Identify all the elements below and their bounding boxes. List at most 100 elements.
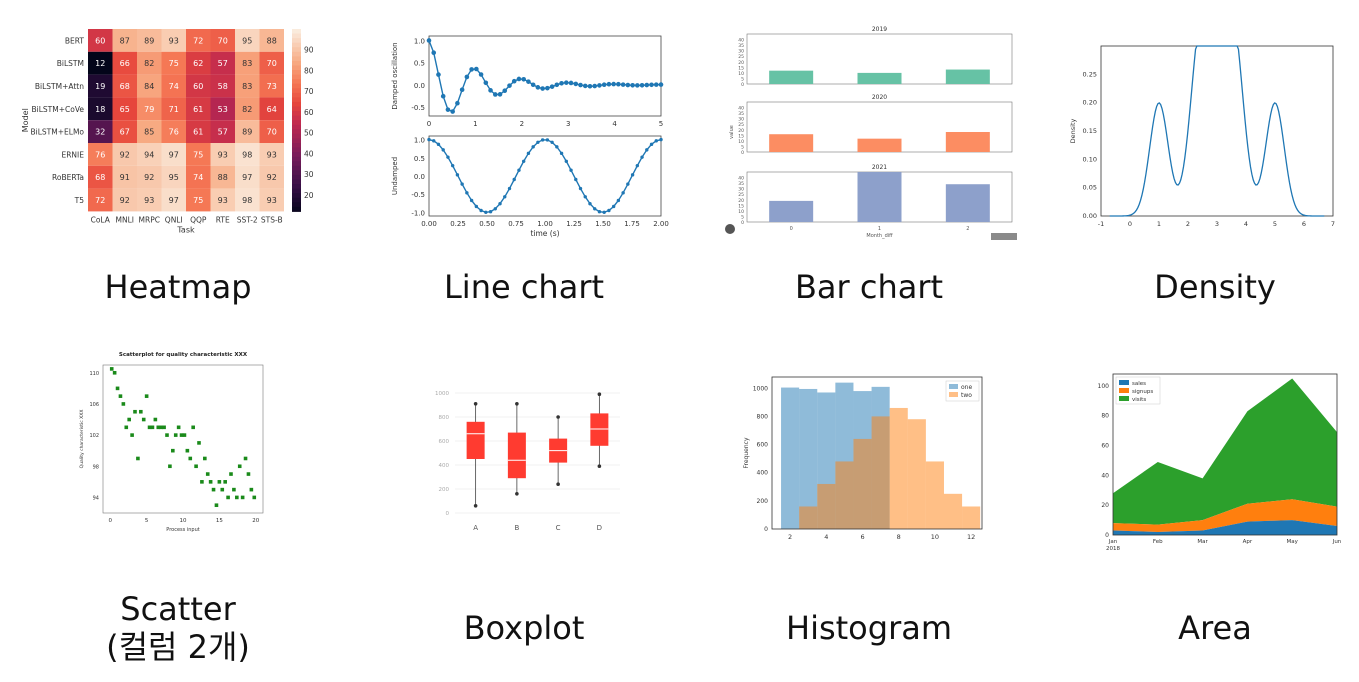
histogram-ytick: 800: [757, 413, 769, 420]
scatter-point: [127, 417, 131, 422]
heatmap-cell: [112, 143, 137, 166]
colorbar-segment: [292, 56, 301, 62]
damped-point: [488, 88, 493, 93]
scatter-point: [229, 472, 233, 476]
colorbar-segment: [292, 111, 301, 117]
undamped-point: [450, 163, 455, 168]
boxplot-min-dot: [515, 492, 519, 496]
heatmap-cell: [235, 29, 260, 52]
bar-ytick: 15: [738, 65, 744, 71]
bar-ytick: 20: [738, 60, 744, 66]
histogram-ytick: 200: [757, 498, 769, 505]
boxplot-min-dot: [597, 464, 602, 468]
undamped-point: [455, 173, 460, 177]
damped-point: [450, 109, 455, 114]
density-ytick: 0.15: [1083, 127, 1097, 135]
heatmap-cell: [210, 120, 235, 143]
area-visits: [1113, 378, 1337, 525]
scatter-point: [133, 409, 137, 414]
heatmap-col-label: MNLI: [116, 215, 134, 224]
heatmap-cell: [112, 29, 137, 52]
heatmap-cell-label: 97: [169, 150, 179, 159]
density-xtick: 1: [1157, 220, 1161, 228]
heatmap-cell-label: 75: [169, 59, 179, 68]
undamped-xtick: 0.25: [450, 220, 466, 228]
colorbar-segment: [292, 51, 301, 57]
heatmap-cell: [235, 120, 260, 143]
heatmap-cell-label: 93: [144, 196, 154, 205]
heatmap-cell-label: 98: [242, 196, 252, 205]
scatter-point: [252, 495, 257, 500]
undamped-xlabel: time (s): [530, 229, 559, 238]
scatter-ytick: 110: [89, 371, 99, 377]
colorbar-tick-label: 60: [304, 108, 314, 117]
undamped-point: [484, 210, 488, 214]
histogram-xtick: 2: [788, 533, 792, 541]
damped-point: [578, 82, 583, 88]
area-legend-swatch: [1119, 396, 1129, 401]
heatmap-cell: [186, 188, 211, 212]
scatter-point: [176, 425, 181, 430]
scatter-point: [205, 472, 210, 476]
scatter-point: [188, 456, 193, 461]
colorbar-segment: [292, 60, 301, 66]
undamped-point: [569, 168, 573, 172]
boxplot-box: [466, 421, 485, 459]
density-ytick: 0.00: [1083, 212, 1097, 220]
bar-ytick: 30: [738, 187, 744, 193]
heatmap-cell-label: 57: [218, 128, 228, 137]
scatter-ytick: 94: [93, 495, 99, 501]
bar-ytick: 40: [738, 176, 744, 182]
damped-xtick: 1: [473, 120, 477, 128]
scatter-xtick: 20: [252, 518, 259, 524]
bar: [769, 134, 814, 152]
damped-point: [455, 100, 460, 106]
boxplot-xtick: B: [514, 524, 519, 532]
scatter-point: [203, 456, 207, 461]
area-ytick: 20: [1101, 502, 1109, 509]
heatmap-cell-label: 88: [267, 36, 277, 45]
heatmap-cell-label: 85: [144, 128, 154, 137]
heatmap-cell-label: 70: [267, 128, 277, 137]
undamped-point: [607, 208, 611, 213]
heatmap-cell: [259, 74, 284, 98]
heatmap-row-label: BiLSTM+CoVe: [32, 105, 85, 114]
heatmap-cell: [137, 120, 162, 143]
density-xtick: 5: [1273, 220, 1277, 228]
histogram-bar: [943, 493, 963, 529]
scatter-point: [211, 487, 216, 492]
heatmap-cell-label: 82: [242, 105, 252, 114]
damped-point: [606, 81, 612, 87]
boxplot-max-dot: [597, 392, 602, 396]
damped-point: [616, 81, 621, 87]
boxplot-ytick: 600: [439, 439, 450, 445]
heatmap-row-label: T5: [74, 196, 85, 205]
bar-facet-title: 2019: [872, 26, 887, 33]
scatter-point: [223, 480, 227, 484]
damped-point: [464, 74, 470, 80]
histogram-bar: [907, 419, 926, 529]
heatmap-cell: [210, 188, 235, 212]
undamped-line: [428, 138, 662, 214]
area-legend-label: visits: [1132, 397, 1146, 403]
bar-xtick: 0: [790, 226, 793, 232]
area-signups: [1113, 499, 1337, 533]
scatter-xtick: 5: [145, 518, 149, 524]
colorbar-segment: [292, 147, 301, 153]
density-xtick: 3: [1215, 220, 1219, 228]
heatmap-cell-label: 79: [144, 105, 154, 114]
heatmap-cell-label: 83: [242, 82, 252, 91]
damped-point: [545, 85, 550, 91]
histogram-ytick: 600: [757, 442, 769, 449]
colorbar-segment: [292, 92, 301, 98]
heatmap-xlabel: Task: [176, 225, 195, 234]
damped-ylabel: Damped oscillation: [391, 42, 399, 109]
undamped-ytick: 0.5: [414, 155, 425, 163]
damped-point: [601, 82, 607, 88]
undamped-point: [611, 204, 616, 209]
bar-ytick: 40: [738, 106, 744, 112]
undamped-point: [635, 163, 640, 168]
bar: [945, 132, 990, 152]
heatmap-row-label: BiLSTM+ELMo: [31, 128, 85, 137]
